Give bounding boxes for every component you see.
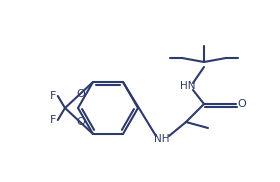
Text: F: F (50, 115, 56, 125)
Text: O: O (76, 89, 85, 99)
Text: NH: NH (154, 134, 170, 144)
Text: O: O (238, 99, 246, 109)
Text: F: F (50, 91, 56, 101)
Text: O: O (76, 117, 85, 127)
Text: HN: HN (180, 81, 196, 91)
